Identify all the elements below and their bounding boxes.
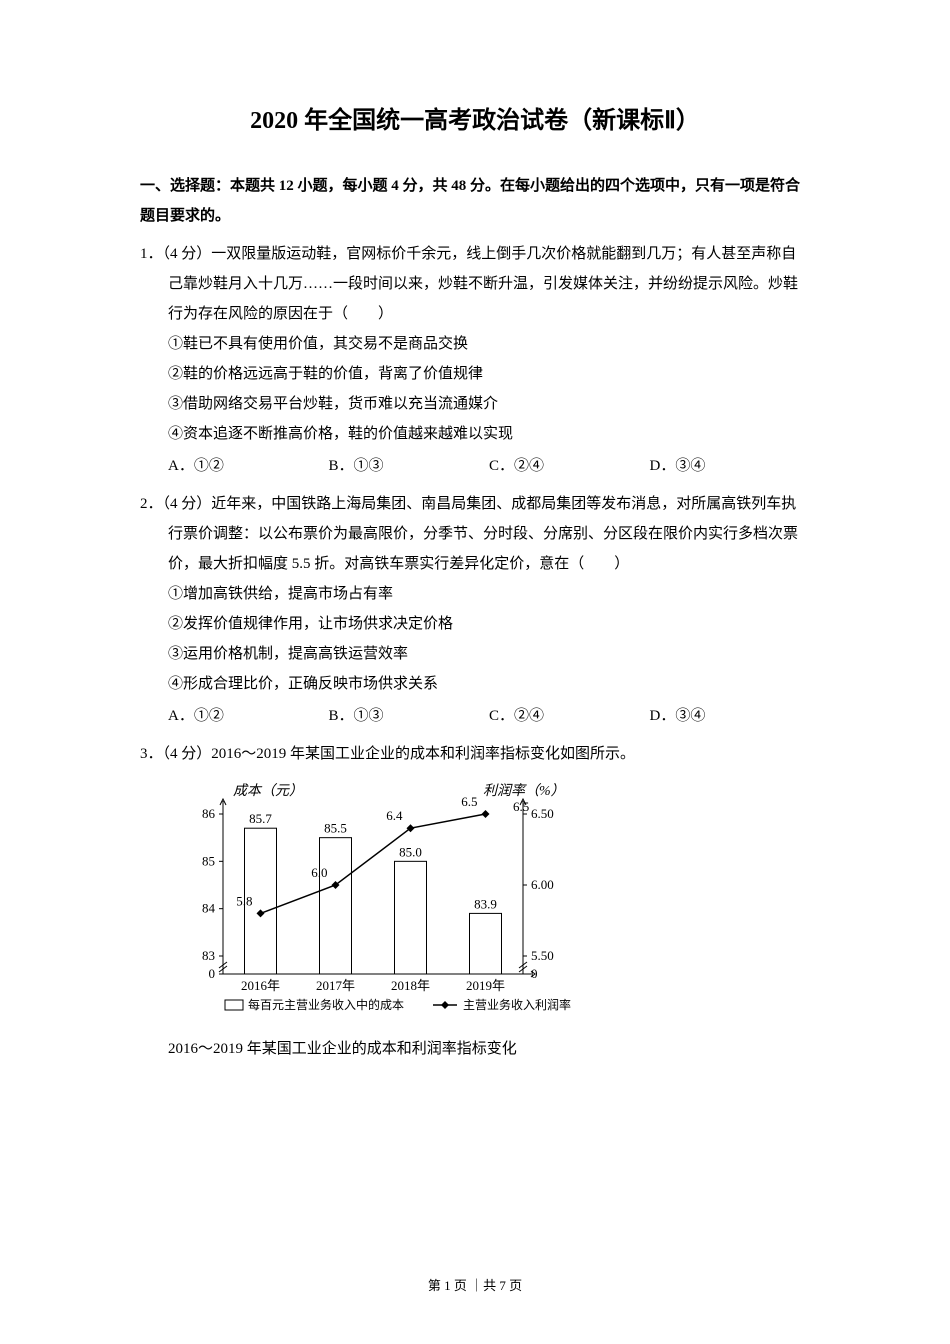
q1-option-d: D．③④: [650, 451, 811, 481]
svg-text:85.7: 85.7: [249, 811, 272, 826]
svg-text:83.9: 83.9: [474, 896, 497, 911]
q1-stem: 1．（4 分）一双限量版运动鞋，官网标价千余元，线上倒手几次价格就能翻到几万；有…: [140, 239, 810, 329]
q1-option-b: B．①③: [329, 451, 490, 481]
svg-text:5.50: 5.50: [531, 948, 554, 963]
svg-text:6.50: 6.50: [531, 806, 554, 821]
q3-stem: 3．（4 分）2016～2019 年某国工业企业的成本和利润率指标变化如图所示。: [140, 739, 810, 769]
svg-text:主营业务收入利润率: 主营业务收入利润率: [463, 997, 571, 1012]
footer-suffix: 页: [506, 1278, 522, 1293]
q1-statement-4: ④资本追逐不断推高价格，鞋的价值越来越难以实现: [140, 419, 810, 449]
svg-text:5.8: 5.8: [236, 893, 252, 908]
page-footer: 第 1 页 ｜共 7 页: [0, 1275, 950, 1294]
q1-statement-1: ①鞋已不具有使用价值，其交易不是商品交换: [140, 329, 810, 359]
q1-option-a: A．①②: [168, 451, 329, 481]
q2-stem: 2．（4 分）近年来，中国铁路上海局集团、南昌局集团、成都局集团等发布消息，对所…: [140, 489, 810, 579]
svg-text:85.5: 85.5: [324, 821, 347, 836]
section-header: 一、选择题：本题共 12 小题，每小题 4 分，共 48 分。在每小题给出的四个…: [140, 171, 810, 231]
question-3: 3．（4 分）2016～2019 年某国工业企业的成本和利润率指标变化如图所示。: [140, 739, 810, 769]
svg-text:0: 0: [531, 966, 538, 981]
q1-options: A．①② B．①③ C．②④ D．③④: [140, 451, 810, 481]
exam-title: 2020 年全国统一高考政治试卷（新课标Ⅱ）: [140, 100, 810, 135]
q2-option-c: C．②④: [489, 701, 650, 731]
cost-profit-chart: 08384858605.506.006.50成本（元）利润率（%）6.585.7…: [168, 779, 598, 1029]
q1-option-c: C．②④: [489, 451, 650, 481]
q2-statement-4: ④形成合理比价，正确反映市场供求关系: [140, 669, 810, 699]
q2-statement-3: ③运用价格机制，提高高铁运营效率: [140, 639, 810, 669]
svg-text:2016年: 2016年: [241, 978, 280, 993]
q1-statement-2: ②鞋的价格远远高于鞋的价值，背离了价值规律: [140, 359, 810, 389]
q2-option-a: A．①②: [168, 701, 329, 731]
svg-text:84: 84: [202, 901, 216, 916]
svg-text:6.00: 6.00: [531, 877, 554, 892]
q2-options: A．①② B．①③ C．②④ D．③④: [140, 701, 810, 731]
svg-text:6.5: 6.5: [513, 799, 529, 814]
svg-text:86: 86: [202, 806, 216, 821]
svg-text:2017年: 2017年: [316, 978, 355, 993]
svg-text:83: 83: [202, 948, 215, 963]
q1-statement-3: ③借助网络交易平台炒鞋，货币难以充当流通媒介: [140, 389, 810, 419]
question-1: 1．（4 分）一双限量版运动鞋，官网标价千余元，线上倒手几次价格就能翻到几万；有…: [140, 239, 810, 481]
q2-option-d: D．③④: [650, 701, 811, 731]
chart-caption: 2016～2019 年某国工业企业的成本和利润率指标变化: [140, 1037, 810, 1058]
q2-statement-1: ①增加高铁供给，提高市场占有率: [140, 579, 810, 609]
chart-container: 08384858605.506.006.50成本（元）利润率（%）6.585.7…: [140, 779, 810, 1029]
svg-text:85.0: 85.0: [399, 844, 422, 859]
footer-mid: 页 ｜共: [451, 1278, 500, 1293]
svg-text:85: 85: [202, 853, 215, 868]
svg-text:每百元主营业务收入中的成本: 每百元主营业务收入中的成本: [248, 997, 404, 1012]
svg-text:2019年: 2019年: [466, 978, 505, 993]
question-2: 2．（4 分）近年来，中国铁路上海局集团、南昌局集团、成都局集团等发布消息，对所…: [140, 489, 810, 731]
svg-text:6.0: 6.0: [311, 865, 327, 880]
q2-statement-2: ②发挥价值规律作用，让市场供求决定价格: [140, 609, 810, 639]
svg-text:0: 0: [209, 966, 216, 981]
q2-option-b: B．①③: [329, 701, 490, 731]
svg-text:6.4: 6.4: [386, 808, 403, 823]
svg-text:成本（元）: 成本（元）: [233, 783, 303, 799]
footer-prefix: 第: [428, 1278, 444, 1293]
svg-text:2018年: 2018年: [391, 978, 430, 993]
svg-text:利润率（%）: 利润率（%）: [483, 783, 565, 799]
svg-text:6.5: 6.5: [461, 794, 477, 809]
